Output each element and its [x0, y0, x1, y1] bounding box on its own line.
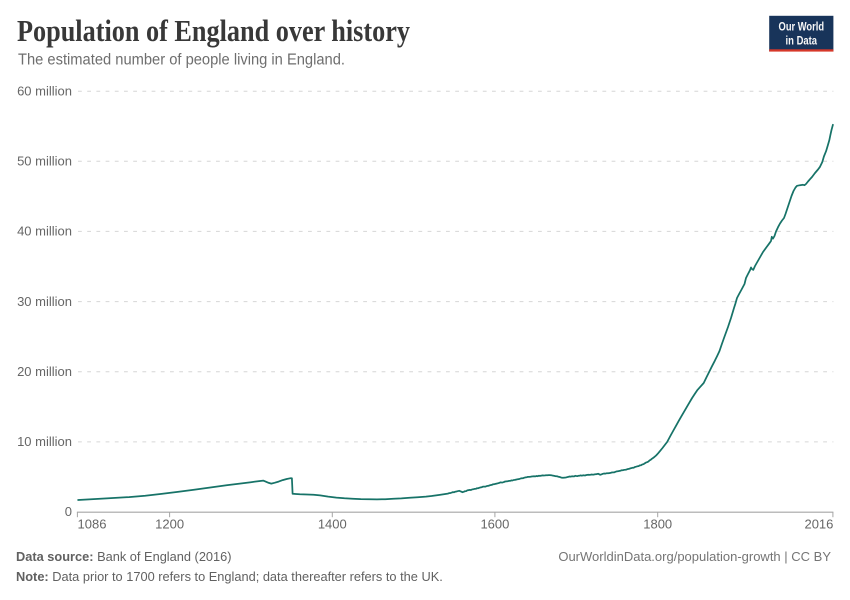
svg-text:1800: 1800 — [643, 517, 672, 532]
svg-text:in Data: in Data — [786, 36, 818, 48]
svg-text:OurWorldinData.org/population-: OurWorldinData.org/population-growth | C… — [558, 549, 831, 564]
svg-text:Data source: Bank of England (: Data source: Bank of England (2016) — [16, 549, 232, 564]
svg-text:60 million: 60 million — [17, 83, 72, 98]
svg-text:1400: 1400 — [318, 517, 347, 532]
svg-text:Population of England over his: Population of England over history — [17, 13, 410, 48]
svg-text:10 million: 10 million — [17, 434, 72, 449]
svg-text:Our World: Our World — [779, 22, 825, 34]
svg-text:1086: 1086 — [78, 517, 107, 532]
svg-text:20 million: 20 million — [17, 364, 72, 379]
svg-text:40 million: 40 million — [17, 224, 72, 239]
svg-text:Note: Data prior to 1700 refer: Note: Data prior to 1700 refers to Engla… — [16, 569, 443, 584]
svg-text:50 million: 50 million — [17, 154, 72, 169]
svg-text:The estimated number of people: The estimated number of people living in… — [18, 52, 345, 69]
svg-text:1600: 1600 — [480, 517, 509, 532]
svg-text:2016: 2016 — [804, 517, 833, 532]
svg-text:1200: 1200 — [155, 517, 184, 532]
svg-text:30 million: 30 million — [17, 294, 72, 309]
svg-text:0: 0 — [65, 504, 72, 519]
